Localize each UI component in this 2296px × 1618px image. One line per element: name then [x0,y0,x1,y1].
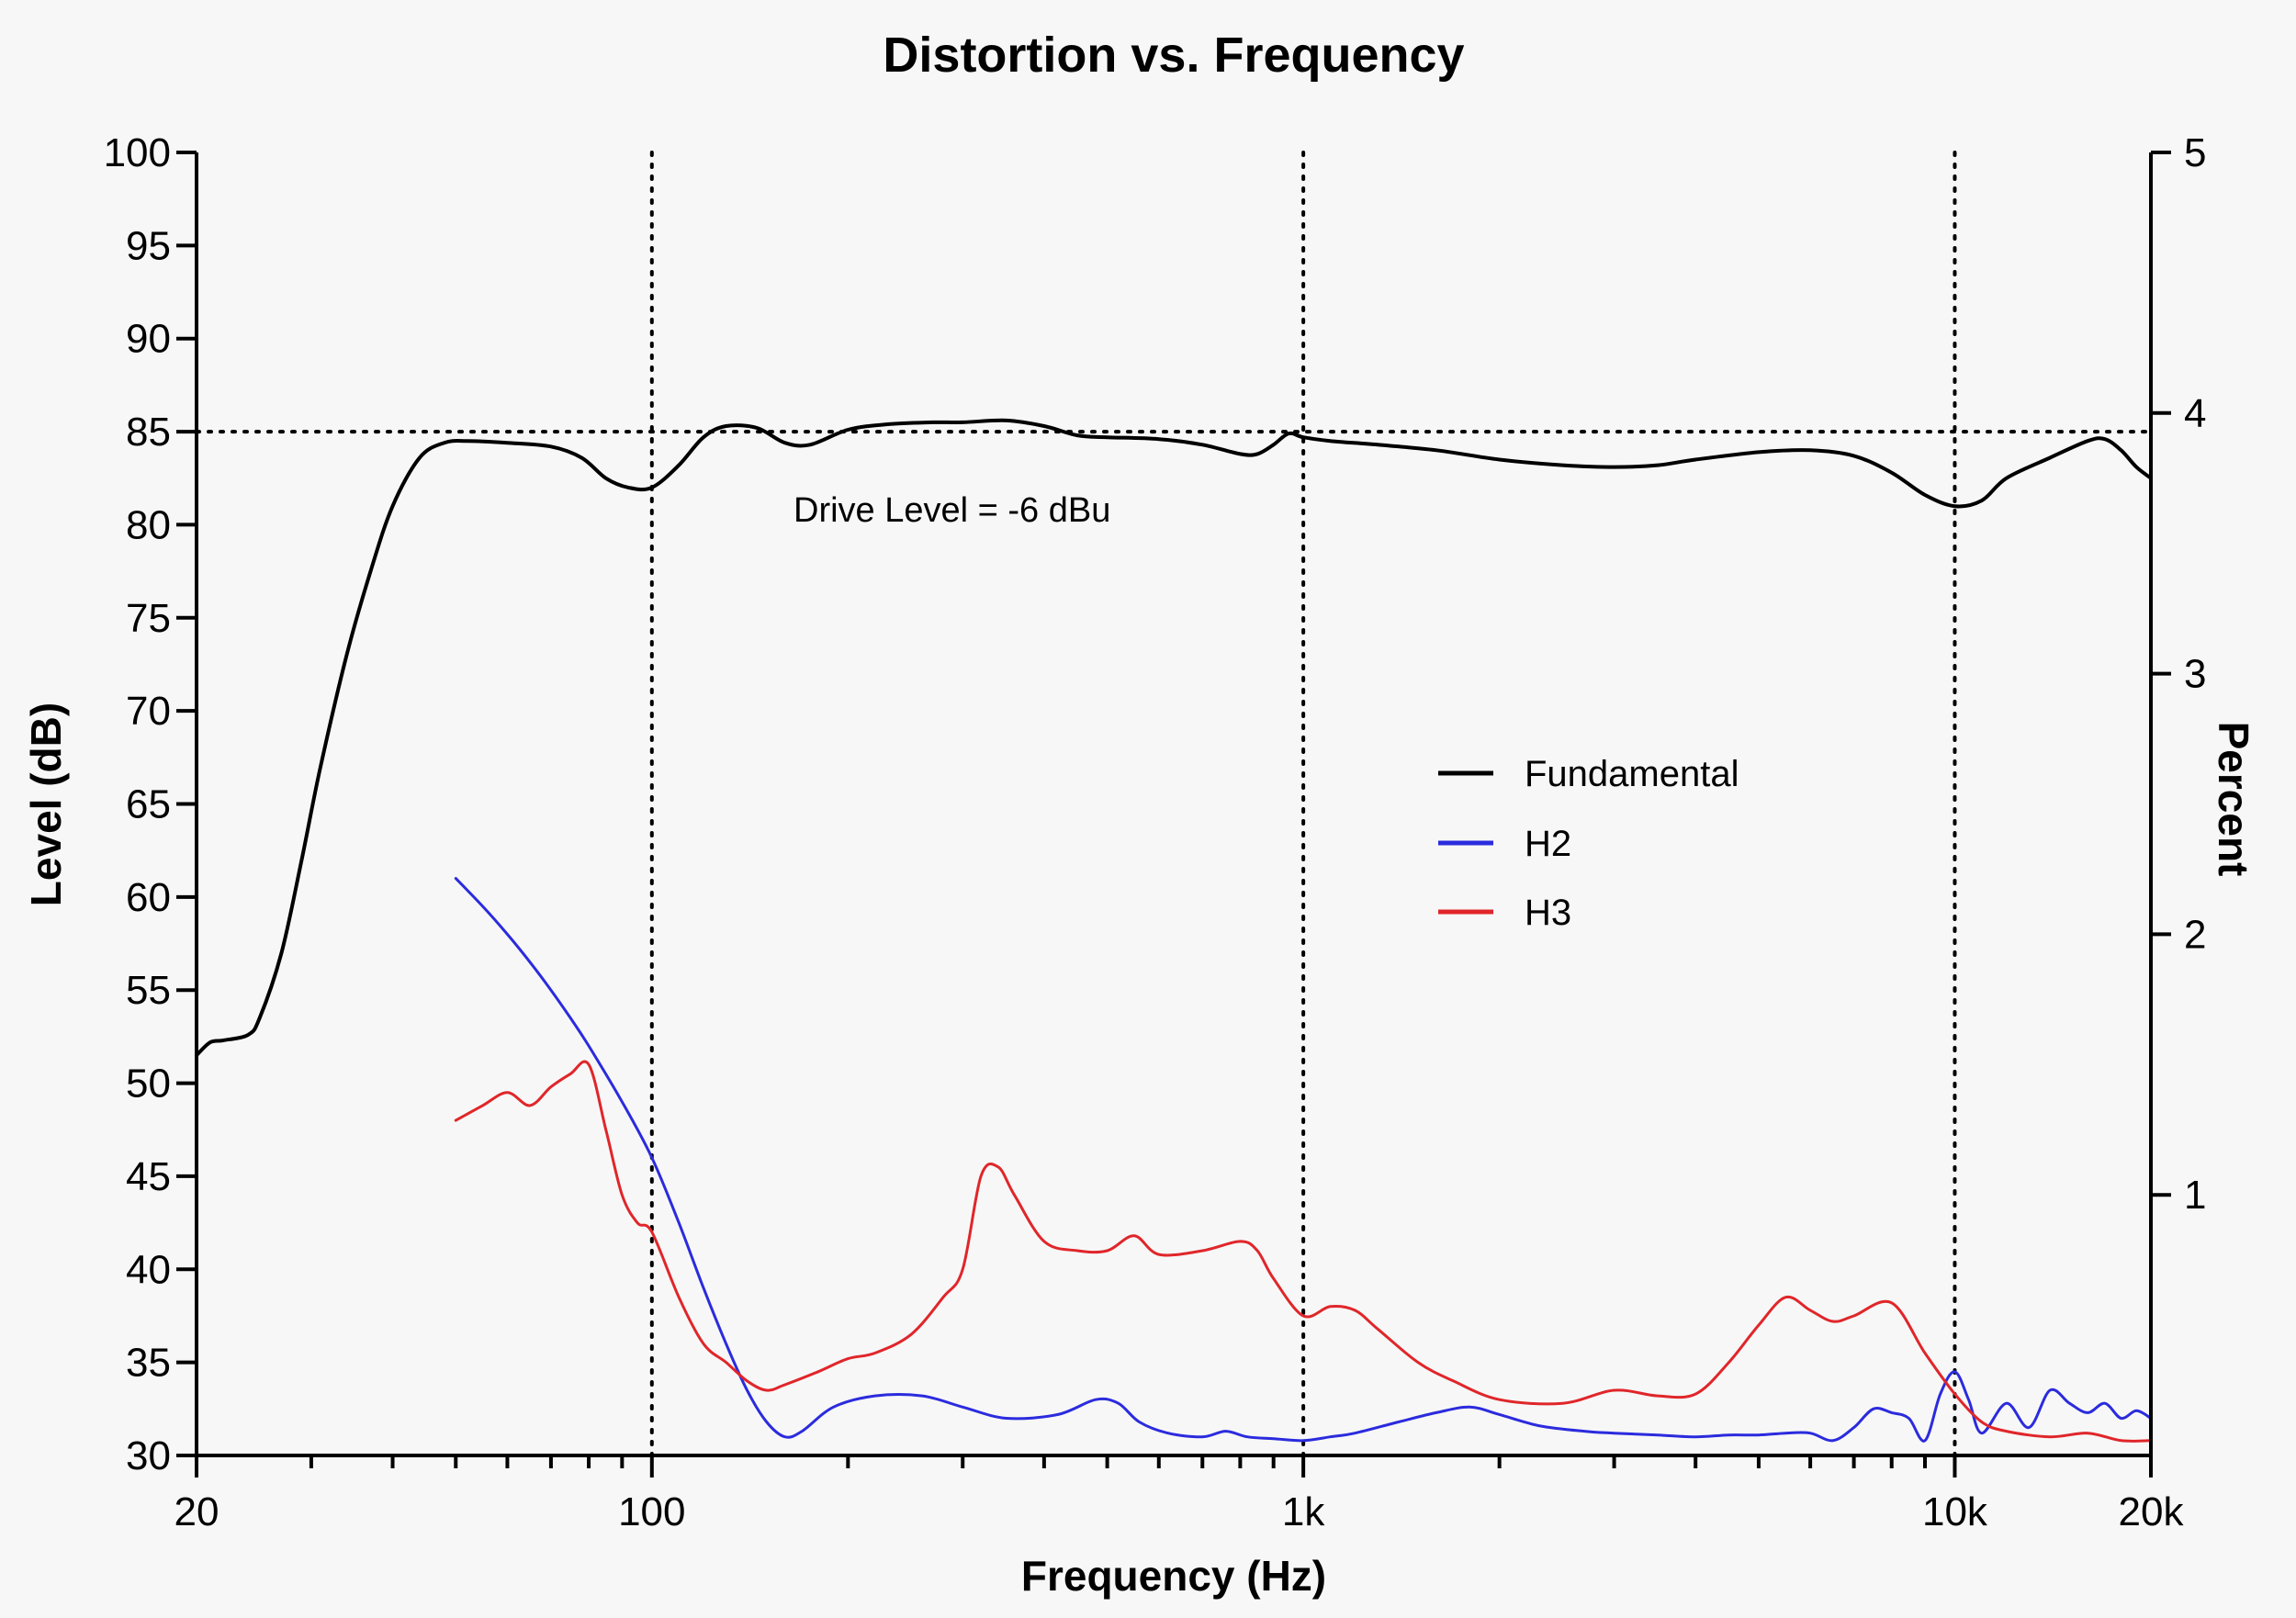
y-tick-label-35: 35 [126,1341,171,1386]
y-tick-label-30: 30 [126,1433,171,1478]
x-tick-label-20: 20 [174,1489,219,1534]
y-tick-label-60: 60 [126,875,171,920]
legend-label-h2: H2 [1525,824,1571,864]
y2-tick-label-3: 3 [2184,652,2206,697]
x-tick-label-10000: 10k [1922,1489,1988,1534]
series-layer [195,418,2153,1443]
y2-axis-title: Percent [2210,722,2257,877]
legend-label-h3: H3 [1525,893,1571,933]
x-tick-label-100: 100 [618,1489,685,1534]
x-axis-title: Frequency (Hz) [1021,1552,1326,1600]
y-tick-label-40: 40 [126,1247,171,1292]
y-tick-label-90: 90 [126,317,171,362]
y2-tick-label-4: 4 [2184,391,2206,436]
y-tick-label-100: 100 [104,130,171,175]
y-tick-label-80: 80 [126,502,171,547]
y-tick-label-50: 50 [126,1062,171,1107]
y-tick-label-45: 45 [126,1154,171,1199]
legend: Fundamental H2 H3 [1438,754,1739,933]
legend-label-fundamental: Fundamental [1525,754,1739,794]
series-line-h2 [454,877,2153,1443]
series-line-fundamental [195,418,2153,1058]
y-tick-label-95: 95 [126,223,171,268]
y-axis-title: Level (dB) [22,702,70,906]
y2-tick-label-1: 1 [2184,1173,2206,1218]
y2-tick-label-5: 5 [2184,130,2206,175]
drive-level-annotation: Drive Level = -6 dBu [793,491,1110,530]
reference-grid [195,151,2153,1457]
y-tick-label-70: 70 [126,689,171,734]
x-tick-label-20000: 20k [2119,1489,2185,1534]
y-tick-label-55: 55 [126,968,171,1013]
series-line-h3 [454,1060,2153,1443]
y2-tick-label-2: 2 [2184,912,2206,957]
y-tick-label-65: 65 [126,782,171,827]
y-tick-label-75: 75 [126,596,171,641]
chart-title: Distortion vs. Frequency [883,28,1464,83]
y-tick-label-85: 85 [126,410,171,455]
x-tick-label-1000: 1k [1282,1489,1325,1534]
